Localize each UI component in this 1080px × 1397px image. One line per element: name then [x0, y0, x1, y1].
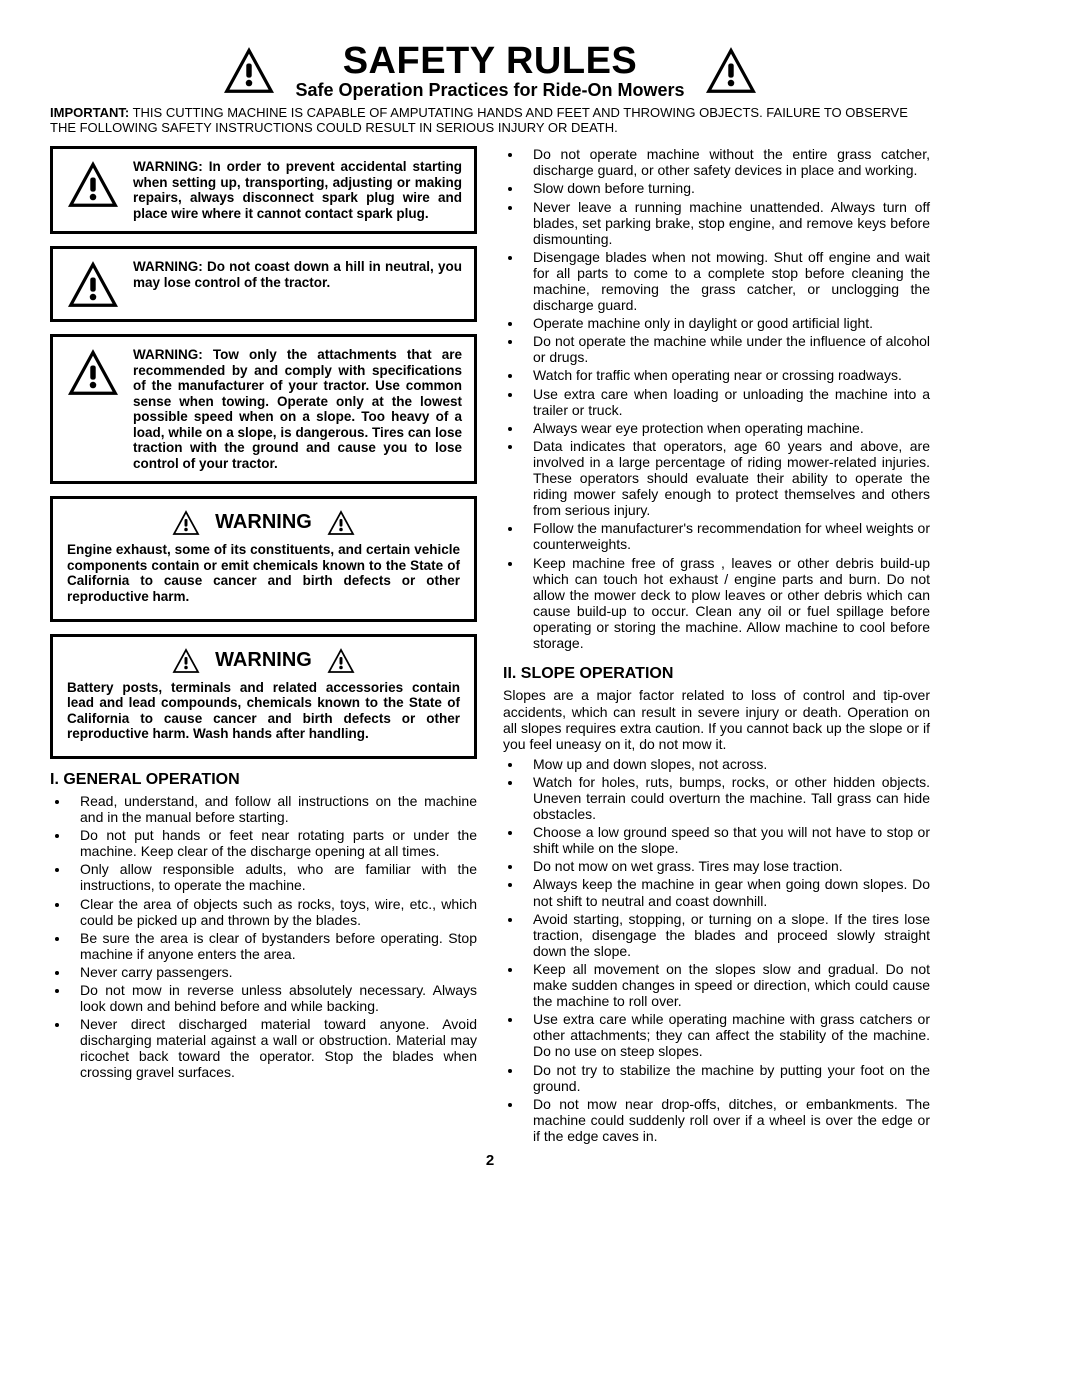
list-item: Never direct discharged material toward …	[70, 1016, 477, 1080]
warning-icon	[703, 45, 759, 95]
list-item: Use extra care when loading or unloading…	[523, 386, 930, 418]
list-item: Only allow responsible adults, who are f…	[70, 861, 477, 893]
page-title: SAFETY RULES	[343, 40, 638, 84]
list-item: Do not mow near drop-offs, ditches, or e…	[523, 1096, 930, 1144]
california-warning-box: WARNING Engine exhaust, some of its cons…	[50, 496, 477, 621]
page-subtitle: Safe Operation Practices for Ride-On Mow…	[295, 80, 684, 101]
list-item: Clear the area of objects such as rocks,…	[70, 896, 477, 928]
important-text: THIS CUTTING MACHINE IS CAPABLE OF AMPUT…	[50, 105, 908, 135]
warning-text: WARNING: Do not coast down a hill in neu…	[133, 259, 462, 290]
list-item: Mow up and down slopes, not across.	[523, 756, 930, 772]
list-item: Do not operate machine without the entir…	[523, 146, 930, 178]
page-number: 2	[50, 1152, 930, 1169]
warning-icon	[171, 647, 201, 674]
warning-body: Battery posts, terminals and related acc…	[67, 680, 460, 742]
warning-icon	[221, 45, 277, 95]
warning-text: WARNING: In order to prevent accidental …	[133, 159, 462, 221]
right-column: Do not operate machine without the entir…	[503, 146, 930, 1146]
left-column: WARNING: In order to prevent accidental …	[50, 146, 477, 1146]
list-item: Watch for traffic when operating near or…	[523, 367, 930, 383]
list-item: Do not try to stabilize the machine by p…	[523, 1062, 930, 1094]
section-heading: I. GENERAL OPERATION	[50, 771, 477, 789]
warning-body: Engine exhaust, some of its constituents…	[67, 542, 460, 604]
list-item: Never carry passengers.	[70, 964, 477, 980]
list-item: Keep machine free of grass , leaves or o…	[523, 555, 930, 652]
warning-icon	[326, 509, 356, 536]
list-item: Read, understand, and follow all instruc…	[70, 793, 477, 825]
header: SAFETY RULES Safe Operation Practices fo…	[50, 40, 930, 100]
list-item: Data indicates that operators, age 60 ye…	[523, 438, 930, 518]
important-note: IMPORTANT: THIS CUTTING MACHINE IS CAPAB…	[50, 106, 930, 136]
list-item: Keep all movement on the slopes slow and…	[523, 961, 930, 1009]
list-item: Disengage blades when not mowing. Shut o…	[523, 249, 930, 313]
list-item: Follow the manufacturer's recommendation…	[523, 520, 930, 552]
warning-box: WARNING: Do not coast down a hill in neu…	[50, 246, 477, 322]
important-label: IMPORTANT:	[50, 105, 129, 120]
warning-heading: WARNING	[215, 649, 312, 672]
list-item: Watch for holes, ruts, bumps, rocks, or …	[523, 774, 930, 822]
warning-text: WARNING: Tow only the attachments that a…	[133, 347, 462, 471]
warning-icon	[65, 347, 121, 397]
warning-icon	[65, 259, 121, 309]
list-item: Never leave a running machine unattended…	[523, 199, 930, 247]
slope-operation-list: Mow up and down slopes, not across. Watch…	[503, 756, 930, 1144]
list-item: Avoid starting, stopping, or turning on …	[523, 911, 930, 959]
slope-intro: Slopes are a major factor related to los…	[503, 687, 930, 751]
warning-icon	[171, 509, 201, 536]
list-item: Do not mow in reverse unless absolutely …	[70, 982, 477, 1014]
warning-box: WARNING: Tow only the attachments that a…	[50, 334, 477, 484]
general-operation-list-b: Do not operate machine without the entir…	[503, 146, 930, 651]
warning-icon	[65, 159, 121, 209]
list-item: Choose a low ground speed so that you wi…	[523, 824, 930, 856]
list-item: Operate machine only in daylight or good…	[523, 315, 930, 331]
list-item: Do not mow on wet grass. Tires may lose …	[523, 858, 930, 874]
list-item: Do not put hands or feet near rotating p…	[70, 827, 477, 859]
list-item: Do not operate the machine while under t…	[523, 333, 930, 365]
list-item: Always wear eye protection when operatin…	[523, 420, 930, 436]
california-warning-box: WARNING Battery posts, terminals and rel…	[50, 634, 477, 759]
general-operation-list-a: Read, understand, and follow all instruc…	[50, 793, 477, 1081]
warning-icon	[326, 647, 356, 674]
list-item: Slow down before turning.	[523, 180, 930, 196]
list-item: Be sure the area is clear of bystanders …	[70, 930, 477, 962]
warning-box: WARNING: In order to prevent accidental …	[50, 146, 477, 234]
list-item: Use extra care while operating machine w…	[523, 1011, 930, 1059]
section-heading: II. SLOPE OPERATION	[503, 665, 930, 683]
list-item: Always keep the machine in gear when goi…	[523, 876, 930, 908]
warning-heading: WARNING	[215, 511, 312, 534]
